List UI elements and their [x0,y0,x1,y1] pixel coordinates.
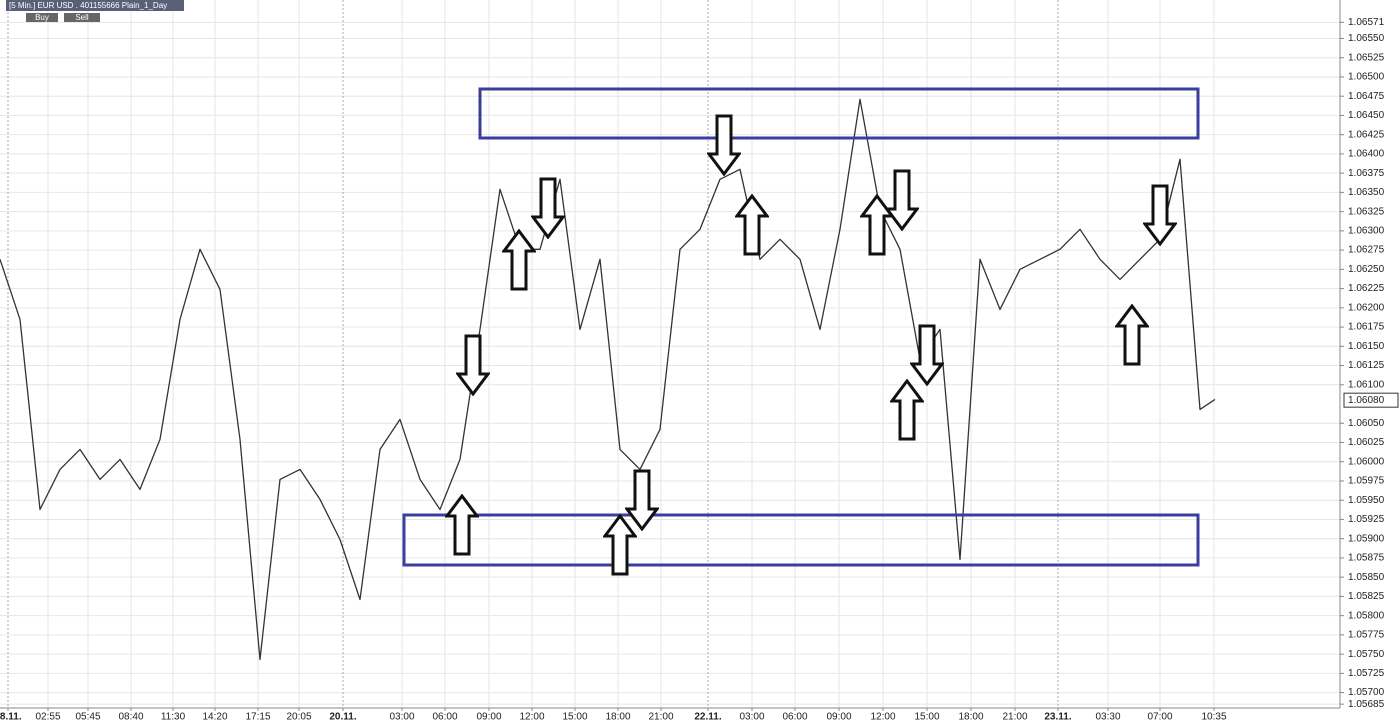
x-tick-label: 21:00 [1002,712,1027,723]
x-tick-label: 18.11. [0,712,22,723]
resistance-zone [478,87,1200,140]
y-tick-label: 1.06350 [1348,187,1385,198]
x-tick-label: 09:00 [826,712,851,723]
y-tick-label: 1.06425 [1348,129,1385,140]
y-tick-label: 1.05750 [1348,649,1385,660]
y-tick-label: 1.06025 [1348,437,1385,448]
last-price-label: 1.06080 [1348,395,1385,406]
y-tick-label: 1.05800 [1348,610,1385,621]
y-tick-label: 1.06475 [1348,91,1385,102]
x-tick-label: 11:30 [161,712,186,723]
sell-button[interactable] [64,13,100,22]
x-tick-label: 23.11. [1044,712,1071,723]
y-tick-label: 1.06325 [1348,206,1385,217]
y-tick-label: 1.05950 [1348,495,1385,506]
y-tick-label: 1.06050 [1348,418,1385,429]
x-tick-label: 20:05 [286,712,311,723]
x-tick-label: 02:55 [35,712,60,723]
y-tick-label: 1.06200 [1348,302,1385,313]
x-tick-label: 12:00 [870,712,895,723]
y-tick-label: 1.05900 [1348,533,1385,544]
toolbar: [5 Min.] EUR USD . 401155666 Plain_1_Day… [6,0,184,22]
y-tick-label: 1.06275 [1348,245,1385,256]
x-tick-label: 17:15 [245,712,270,723]
axes: 1.06571 1.06550 1.06525 1.06500 1.06475 1.064… [0,17,1399,723]
x-tick-label: 14:20 [202,712,227,723]
title-bar [6,0,184,11]
y-tick-label: 1.06375 [1348,168,1385,179]
chart-title: [5 Min.] EUR USD . 401155666 Plain_1_Day [9,1,167,10]
y-tick-label: 1.06150 [1348,341,1385,352]
y-tick-label: 1.05875 [1348,553,1385,564]
y-tick-label: 1.06500 [1348,72,1385,83]
y-tick-label: 1.06100 [1348,379,1385,390]
series [0,98,1216,661]
y-tick-label: 1.05925 [1348,514,1385,525]
x-tick-label: 03:30 [1095,712,1120,723]
x-tick-label: 12:00 [519,712,544,723]
y-tick-label: 1.06225 [1348,283,1385,294]
grid [0,0,1340,708]
y-tick-label: 1.05975 [1348,476,1385,487]
price-line [0,98,1216,661]
buy-button[interactable] [26,13,58,22]
y-tick-label: 1.06125 [1348,360,1385,371]
y-tick-label: 1.06550 [1348,33,1385,44]
y-tick-label: 1.05825 [1348,591,1385,602]
x-tick-label: 07:00 [1147,712,1172,723]
x-tick-label: 03:00 [739,712,764,723]
x-tick-label: 03:00 [389,712,414,723]
support-zone [402,513,1200,567]
y-tick-label: 1.06525 [1348,52,1385,63]
x-tick-label: 15:00 [562,712,587,723]
y-tick-label: 1.06450 [1348,110,1385,121]
sell-label[interactable]: Sell [75,13,89,22]
x-tick-label: 06:00 [782,712,807,723]
y-tick-label: 1.06250 [1348,264,1385,275]
x-tick-label: 20.11. [329,712,356,723]
x-tick-label: 15:00 [914,712,939,723]
y-tick-label: 1.06300 [1348,226,1385,237]
y-tick-label: 1.06000 [1348,456,1385,467]
y-tick-label: 1.05725 [1348,668,1385,679]
x-tick-label: 09:00 [476,712,501,723]
x-tick-label: 05:45 [75,712,100,723]
plot-area [0,0,1340,708]
x-tick-label: 18:00 [958,712,983,723]
x-tick-label: 10:35 [1201,712,1226,723]
y-tick-label: 1.05850 [1348,572,1385,583]
last-price-box [1343,392,1399,408]
x-tick-label: 18:00 [605,712,630,723]
y-tick-label: 1.05775 [1348,630,1385,641]
x-tick-label: 06:00 [432,712,457,723]
x-tick-label: 21:00 [648,712,673,723]
y-tick-label: 1.06571 [1348,17,1385,28]
y-tick-label: 1.06175 [1348,322,1385,333]
x-tick-label: 08:40 [118,712,143,723]
y-tick-label: 1.06400 [1348,149,1385,160]
y-tick-label: 1.05700 [1348,687,1385,698]
x-tick-label: 22.11. [694,712,721,723]
y-tick-label: 1.05685 [1348,699,1385,710]
buy-label[interactable]: Buy [35,13,49,22]
